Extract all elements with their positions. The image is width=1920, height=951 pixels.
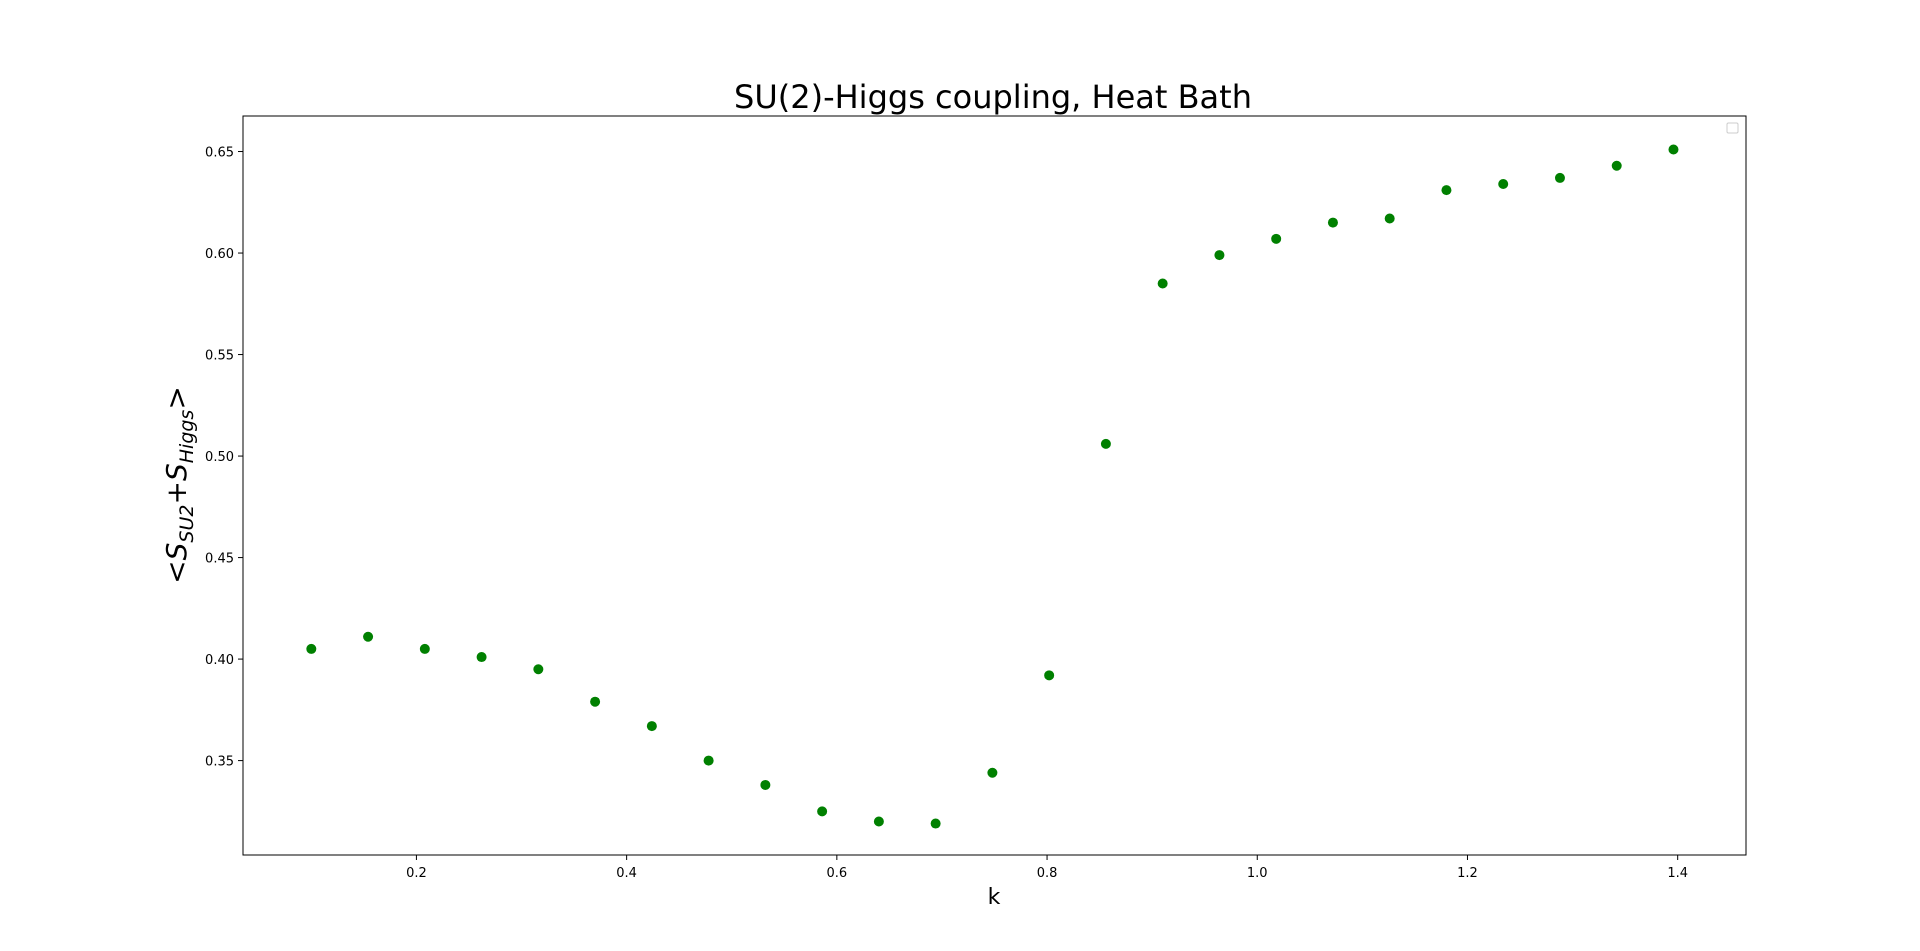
data-point — [590, 696, 601, 707]
data-point — [476, 652, 487, 663]
legend-box — [1726, 122, 1739, 134]
y-label-suffix: > — [160, 386, 193, 409]
data-point — [419, 643, 430, 654]
y-tick-label: 0.40 — [205, 653, 234, 668]
y-label-s2: S — [160, 463, 193, 481]
x-tick-label: 0.4 — [616, 866, 637, 881]
y-tick-label: 0.45 — [205, 552, 234, 567]
y-label-sub1: SU2 — [176, 505, 198, 543]
data-point — [703, 755, 714, 766]
y-tick-label: 0.55 — [205, 349, 234, 364]
data-point — [1441, 185, 1452, 196]
data-point — [1384, 213, 1395, 224]
data-point — [1554, 172, 1565, 183]
scatter-points — [306, 144, 1679, 829]
x-axis-ticks: 0.2 0.4 0.6 0.8 1.0 1.2 1.4 — [406, 855, 1688, 881]
data-point — [1327, 217, 1338, 228]
data-point — [1271, 233, 1282, 244]
data-point — [1044, 670, 1055, 681]
x-tick-label: 0.8 — [1037, 866, 1058, 881]
data-point — [760, 779, 771, 790]
data-point — [1157, 278, 1168, 289]
data-point — [1214, 250, 1225, 261]
x-tick-label: 1.4 — [1667, 866, 1688, 881]
x-tick-label: 0.6 — [826, 866, 847, 881]
data-point — [363, 631, 374, 642]
y-label-s1: S — [160, 543, 193, 561]
y-axis-ticks: 0.35 0.40 0.45 0.50 0.55 0.60 0.65 — [205, 146, 243, 770]
data-point — [1611, 160, 1622, 171]
data-point — [987, 767, 998, 778]
data-point — [1498, 179, 1509, 190]
x-tick-label: 1.0 — [1247, 866, 1268, 881]
x-axis-label: k — [988, 885, 1001, 910]
data-point — [646, 721, 657, 732]
x-tick-label: 0.2 — [406, 866, 427, 881]
data-point — [930, 818, 941, 829]
y-axis-label: <SSU2+SHiggs> — [160, 386, 198, 584]
chart-title: SU(2)-Higgs coupling, Heat Bath — [734, 78, 1252, 116]
data-point — [1100, 438, 1111, 449]
y-label-sub2: Higgs — [176, 410, 198, 464]
y-tick-label: 0.50 — [205, 450, 234, 465]
data-point — [533, 664, 544, 675]
y-tick-label: 0.65 — [205, 146, 234, 161]
y-tick-label: 0.60 — [205, 247, 234, 262]
y-label-prefix: < — [160, 560, 193, 583]
y-label-plus: + — [160, 481, 193, 504]
data-point — [1668, 144, 1679, 155]
data-point — [817, 806, 828, 817]
data-point — [306, 643, 317, 654]
plot-frame — [242, 115, 1747, 856]
data-point — [873, 816, 884, 827]
y-tick-label: 0.35 — [205, 755, 234, 770]
x-tick-label: 1.2 — [1457, 866, 1478, 881]
